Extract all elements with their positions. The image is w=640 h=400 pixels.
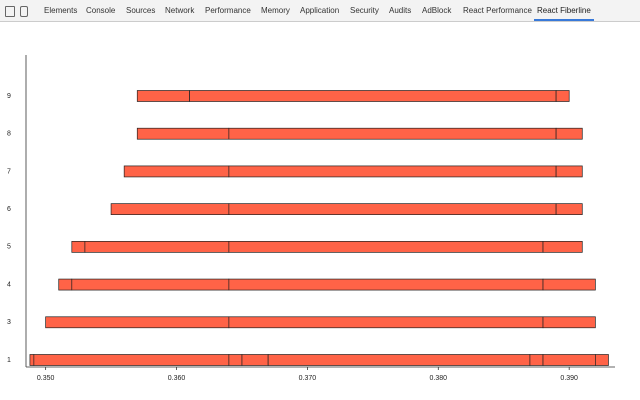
segment [228,127,557,140]
segment [542,316,596,329]
tab[interactable]: Audits [389,6,412,15]
segment [45,316,230,329]
segment [189,90,557,102]
device-icon[interactable] [20,6,28,17]
segment [228,165,557,178]
x-tick-label: 0.350 [37,375,55,382]
segment [123,165,230,178]
x-tick-label: 0.360 [168,375,186,382]
segment [228,241,544,253]
segment [267,354,531,366]
segment [542,278,596,291]
row-label: 3 [7,319,11,326]
tab[interactable]: AdBlock [422,6,452,15]
segment [29,354,35,366]
segment [555,203,583,215]
row-label: 8 [7,131,11,138]
segment [542,241,583,253]
tab[interactable]: Security [350,6,379,15]
row-label: 5 [7,244,11,251]
segment [110,203,230,215]
devtools-tab-bar: Elements Console Sources Network Performance… [0,0,640,22]
segment [136,90,190,102]
segment [555,165,583,178]
segment [58,278,73,291]
row-label: 1 [7,357,11,364]
x-tick-label: 0.370 [299,375,317,382]
segment [228,278,544,291]
tab[interactable]: Memory [261,6,290,15]
tab[interactable]: Network [165,6,195,15]
tab[interactable]: React Performance [463,6,532,15]
segment [542,354,596,366]
segment [529,354,544,366]
row-label: 7 [7,168,11,175]
segment [33,354,230,366]
x-tick-label: 0.380 [430,375,448,382]
segment [555,90,570,102]
segment [71,241,86,253]
segment [555,127,583,140]
segment [241,354,269,366]
inspect-icon[interactable] [5,6,15,17]
tab[interactable]: Application [300,6,340,15]
segment [228,316,544,329]
segment [228,203,557,215]
tab[interactable]: Sources [126,6,156,15]
tab[interactable]: Console [86,6,116,15]
row-label: 6 [7,206,11,213]
tab[interactable]: Elements [44,6,78,15]
segment [71,278,230,291]
tab[interactable]: React Fiberline [534,0,594,21]
row-label: 4 [7,281,11,288]
x-tick-label: 0.390 [560,375,578,382]
segment [84,241,230,253]
segment [595,354,609,366]
segment [136,127,230,140]
tab[interactable]: Performance [205,6,251,15]
segment [228,354,243,366]
row-label: 9 [7,93,11,100]
